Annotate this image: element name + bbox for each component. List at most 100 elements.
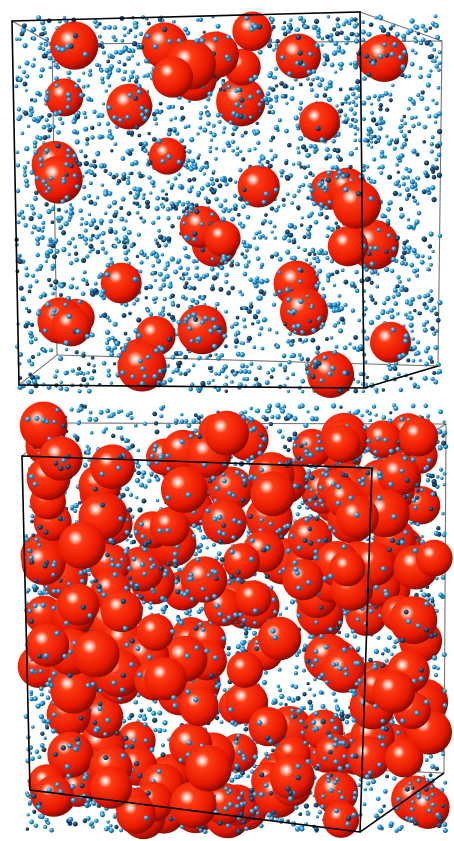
solvent-particle	[15, 37, 19, 41]
solvent-particle	[388, 200, 393, 205]
solvent-particle	[161, 282, 167, 288]
solvent-particle	[112, 321, 118, 327]
solvent-particle	[370, 60, 376, 66]
solvent-particle	[35, 252, 40, 258]
solvent-particle	[412, 225, 417, 229]
solvent-particle	[366, 31, 372, 37]
solvent-particle	[293, 330, 298, 334]
solvent-particle	[35, 310, 42, 317]
solvent-particle	[22, 81, 28, 87]
solvent-particle	[309, 88, 314, 92]
solvent-particle	[351, 688, 357, 694]
solvent-particle	[315, 350, 320, 355]
solvent-particle	[337, 666, 343, 671]
solvent-particle	[420, 488, 424, 492]
solvent-particle	[136, 83, 142, 89]
solvent-particle	[443, 780, 448, 785]
solvent-particle	[391, 246, 397, 252]
solvent-particle	[147, 478, 152, 484]
solvent-particle	[409, 18, 415, 24]
solvent-particle	[38, 264, 44, 269]
solvent-particle	[89, 430, 94, 435]
solvent-particle	[419, 259, 425, 265]
solvent-particle	[427, 255, 432, 260]
solvent-particle	[408, 301, 414, 307]
solvent-particle	[41, 417, 46, 423]
solvent-particle	[112, 115, 118, 121]
solvent-particle	[303, 338, 309, 343]
solvent-particle	[425, 292, 431, 298]
solvent-particle	[179, 419, 185, 424]
solvent-particle	[322, 61, 327, 67]
solvent-particle	[402, 49, 408, 55]
solvent-particle	[138, 31, 144, 36]
solvent-particle	[225, 140, 231, 146]
solvent-particle	[298, 279, 303, 284]
solvent-particle	[59, 283, 65, 289]
solvent-particle	[209, 138, 214, 142]
solvent-particle	[129, 243, 134, 249]
solvent-particle	[366, 72, 372, 78]
solvent-particle	[79, 149, 83, 154]
solvent-particle	[266, 408, 271, 414]
solvent-particle	[177, 183, 184, 189]
solvent-particle	[315, 345, 321, 351]
solvent-particle	[183, 125, 188, 129]
solvent-particle	[133, 699, 139, 705]
solvent-particle	[297, 504, 302, 510]
solvent-particle	[171, 204, 177, 209]
solvent-particle	[278, 701, 283, 706]
solvent-particle	[151, 263, 156, 268]
solvent-particle	[235, 315, 240, 320]
solvent-particle	[325, 255, 330, 261]
solvent-particle	[39, 42, 43, 46]
solvent-particle	[236, 733, 241, 738]
solvent-particle	[90, 332, 95, 338]
solvent-particle	[44, 42, 49, 47]
solvent-particle	[273, 292, 278, 297]
solvent-particle	[393, 301, 398, 306]
solvent-particle	[291, 324, 297, 330]
solvent-particle	[203, 196, 208, 201]
solvent-particle	[133, 423, 138, 428]
solvent-particle	[390, 268, 395, 274]
solvent-particle	[417, 294, 422, 300]
solvent-particle	[397, 54, 404, 61]
solvent-particle	[147, 175, 152, 180]
solvent-particle	[211, 317, 217, 322]
solvent-particle	[314, 516, 320, 522]
solvent-particle	[194, 265, 199, 270]
solvent-particle	[285, 28, 292, 34]
solvent-particle	[173, 351, 179, 356]
solvent-particle	[39, 163, 44, 168]
solvent-particle	[377, 120, 383, 126]
solvent-particle	[32, 603, 38, 609]
solvent-particle	[385, 218, 391, 224]
solvent-particle	[86, 96, 92, 102]
solvent-particle	[424, 40, 430, 46]
solvent-particle	[176, 215, 181, 220]
solvent-particle	[30, 514, 35, 519]
solvent-particle	[52, 419, 57, 425]
solvent-particle	[90, 681, 96, 687]
solvent-particle	[267, 86, 272, 90]
solvent-particle	[87, 417, 93, 422]
solvent-particle	[339, 405, 343, 409]
solvent-particle	[191, 177, 197, 182]
solvent-particle	[41, 292, 47, 297]
solvent-particle	[65, 43, 71, 50]
solvent-particle	[300, 378, 306, 384]
solvent-particle	[149, 453, 155, 459]
solvent-particle	[90, 218, 97, 224]
solvent-particle	[434, 766, 440, 771]
solvent-particle	[80, 234, 85, 239]
solvent-particle	[24, 537, 30, 543]
solvent-particle	[305, 153, 311, 159]
solvent-particle	[260, 346, 265, 351]
solvent-particle	[267, 43, 273, 49]
solvent-particle	[424, 106, 430, 112]
solvent-particle	[34, 749, 40, 755]
solvent-particle	[382, 300, 387, 306]
solvent-particle	[316, 249, 323, 256]
solvent-particle	[239, 97, 245, 103]
